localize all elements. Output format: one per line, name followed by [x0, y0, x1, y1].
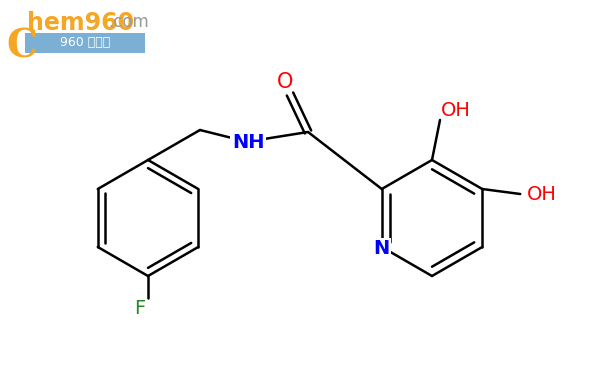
- Text: OH: OH: [528, 184, 557, 204]
- Text: .com: .com: [108, 13, 149, 31]
- Text: 960 化工网: 960 化工网: [60, 36, 110, 50]
- Text: OH: OH: [441, 100, 471, 120]
- Text: NH: NH: [232, 132, 264, 152]
- Text: N: N: [374, 240, 390, 258]
- Text: O: O: [277, 72, 293, 92]
- Text: hem960: hem960: [27, 11, 134, 35]
- Text: F: F: [134, 298, 146, 318]
- Bar: [25, 33, 145, 53]
- Text: C: C: [6, 28, 37, 66]
